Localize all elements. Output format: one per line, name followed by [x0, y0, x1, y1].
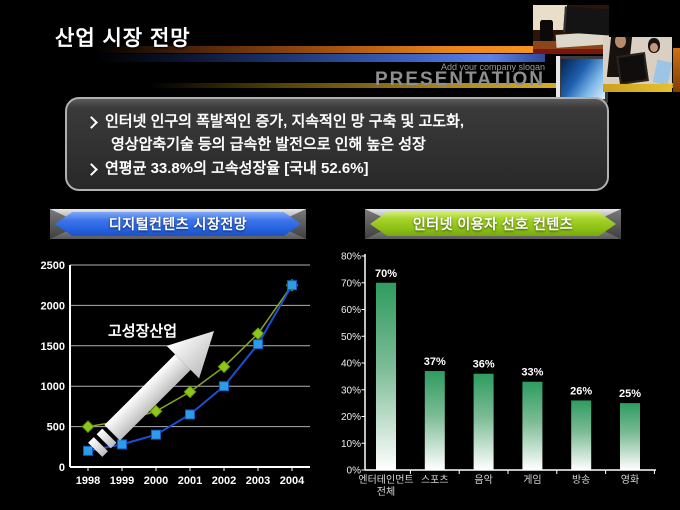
- bullet-arrow-icon: [85, 162, 98, 176]
- svg-text:70%: 70%: [341, 278, 361, 289]
- svg-text:2003: 2003: [246, 475, 270, 487]
- svg-text:1000: 1000: [41, 381, 65, 393]
- right-chart-title-banner: 인터넷 이용자 선호 컨텐츠: [365, 209, 621, 239]
- svg-text:고성장산업: 고성장산업: [108, 322, 177, 340]
- line-chart-svg: 0 500 1000 1500 2000 2500 1998 1999 2000 2001 2002…: [41, 260, 310, 487]
- photo-mug-shape: [539, 20, 553, 41]
- monitor-photo: [556, 56, 608, 103]
- photo-laptop-screen-shape: [563, 6, 609, 36]
- svg-text:30%: 30%: [341, 385, 361, 396]
- photo-gold-strip-shape: [603, 83, 672, 92]
- svg-text:1999: 1999: [110, 475, 134, 487]
- svg-text:2001: 2001: [178, 475, 202, 487]
- photo-head-shape: [614, 37, 626, 48]
- bullet-text: 영상압축기술 등의 급속한 발전으로 인해 높은 성장: [111, 136, 426, 154]
- company-slogan-text: Add your company slogan: [440, 62, 545, 72]
- svg-text:0: 0: [59, 462, 65, 474]
- svg-text:2500: 2500: [41, 260, 65, 272]
- photo-head-shape: [649, 42, 659, 53]
- svg-text:33%: 33%: [521, 367, 543, 379]
- bullet-arrow-icon: [85, 116, 98, 129]
- preferred-content-bar-chart: 0% 10% 20% 30% 40% 50% 60% 70% 80% 70% 엔터테인먼트 전체 37%…: [340, 250, 670, 508]
- summary-box: 인터넷 인구의 폭발적인 증가, 지속적인 망 구축 및 고도화, 영상압축기술…: [65, 97, 609, 191]
- svg-text:60%: 60%: [341, 305, 361, 316]
- orange-edge-accent: [673, 48, 680, 92]
- laptop-desk-photo: [533, 5, 609, 50]
- svg-text:40%: 40%: [341, 359, 361, 370]
- bullet-item: 연평균 33.8%의 고속성장율 [국내 52.6%]: [85, 157, 593, 180]
- svg-text:게임: 게임: [523, 473, 541, 486]
- left-chart-title-banner: 디지털컨텐츠 시장전망: [50, 209, 306, 239]
- svg-text:50%: 50%: [341, 332, 361, 343]
- svg-text:스포츠: 스포츠: [421, 474, 449, 486]
- blue-gradient-band: [95, 54, 545, 62]
- photo-monitor-edge-shape: [556, 56, 560, 103]
- svg-text:엔터테인먼트: 엔터테인먼트: [358, 474, 413, 486]
- gold-gradient-band: [150, 83, 680, 88]
- svg-text:2000: 2000: [41, 300, 65, 312]
- svg-text:2004: 2004: [280, 475, 305, 487]
- svg-text:1998: 1998: [76, 475, 100, 487]
- svg-text:25%: 25%: [619, 388, 641, 400]
- red-accent-strip: [533, 49, 605, 54]
- bullet-text: 인터넷 인구의 폭발적인 증가, 지속적인 망 구축 및 고도화,: [105, 113, 465, 130]
- svg-text:70%: 70%: [375, 268, 397, 280]
- presentation-brand-text: PRESENTATION: [374, 69, 545, 90]
- left-chart-title: 디지털컨텐츠 시장전망: [55, 212, 301, 236]
- svg-text:80%: 80%: [341, 252, 361, 263]
- svg-text:26%: 26%: [570, 385, 592, 397]
- photo-case-shape: [616, 51, 649, 85]
- orange-gradient-band: [95, 46, 537, 53]
- photo-monitor-screen-shape: [561, 59, 605, 99]
- svg-text:2000: 2000: [144, 475, 168, 487]
- bullet-item-continued: 영상압축기술 등의 급속한 발전으로 인해 높은 성장: [111, 133, 593, 156]
- digital-content-line-chart: 0 500 1000 1500 2000 2500 1998 1999 2000 2001 2002…: [38, 252, 320, 507]
- svg-text:1500: 1500: [41, 341, 65, 353]
- svg-text:20%: 20%: [341, 412, 361, 423]
- svg-text:10%: 10%: [341, 439, 361, 450]
- bullet-text: 연평균 33.8%의 고속성장율 [국내 52.6%]: [105, 159, 369, 177]
- photo-folder-shape: [652, 59, 672, 86]
- svg-text:36%: 36%: [473, 359, 495, 371]
- svg-text:음악: 음악: [474, 474, 492, 486]
- svg-text:전체: 전체: [377, 486, 395, 498]
- svg-text:37%: 37%: [424, 356, 446, 368]
- svg-text:0%: 0%: [347, 466, 362, 477]
- page-title: 산업 시장 전망: [55, 27, 191, 50]
- bullet-item: 인터넷 인구의 폭발적인 증가, 지속적인 망 구축 및 고도화,: [85, 110, 593, 133]
- svg-text:500: 500: [47, 422, 65, 434]
- business-people-photo: [603, 37, 672, 92]
- right-chart-title: 인터넷 이용자 선호 컨텐츠: [370, 212, 616, 236]
- svg-text:영화: 영화: [621, 474, 639, 486]
- svg-text:방송: 방송: [572, 474, 590, 486]
- svg-text:2002: 2002: [212, 475, 236, 487]
